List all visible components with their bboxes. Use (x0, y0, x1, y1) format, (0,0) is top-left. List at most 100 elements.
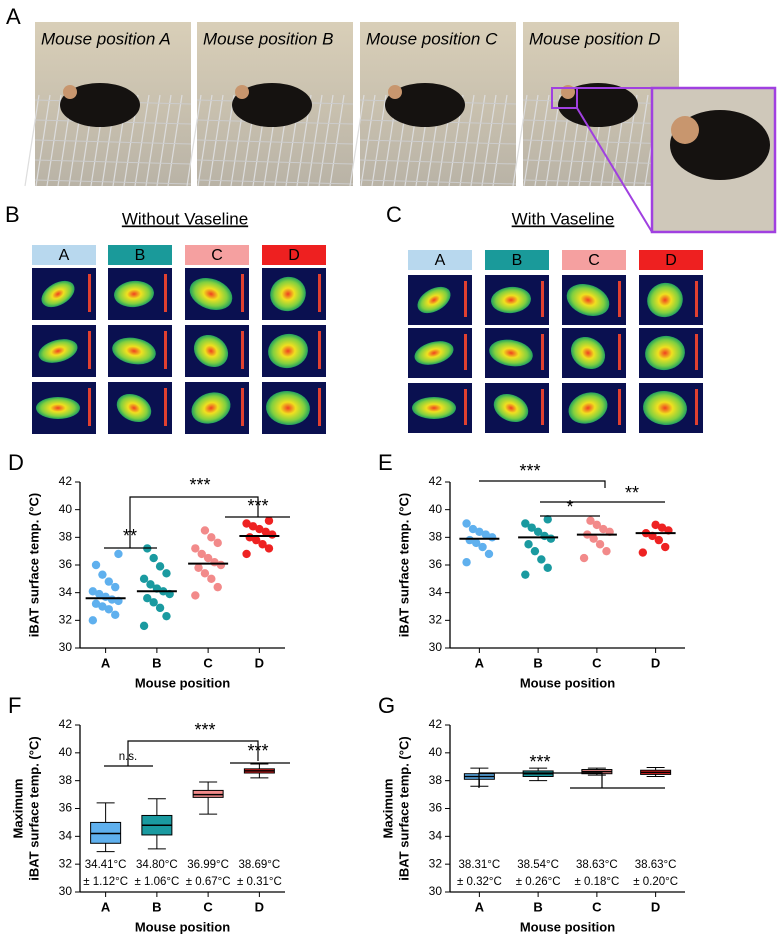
stat-label: 36.99°C (187, 859, 229, 871)
stat-label: 34.41°C (85, 859, 127, 871)
data-point (478, 542, 487, 552)
cage-bar (156, 94, 172, 187)
panel-label: G (378, 693, 395, 718)
data-point (242, 519, 251, 528)
cage-bar (459, 94, 475, 187)
data-point (143, 594, 152, 603)
thermal-header-label: B (135, 247, 146, 264)
stat-label: ± 0.26°C (516, 876, 561, 888)
stat-label: 38.63°C (635, 859, 677, 871)
thermal-header (185, 245, 249, 265)
stat-label: ± 0.67°C (186, 876, 231, 888)
data-point (602, 546, 611, 556)
panel-label: E (378, 450, 393, 475)
y-tick-label: 34 (429, 585, 443, 599)
data-point (162, 611, 171, 621)
y-axis-label: iBAT surface temp. (°C) (396, 736, 411, 880)
data-point (104, 577, 114, 586)
thermal-mouse (491, 286, 531, 314)
significance-label: ** (625, 483, 639, 503)
data-point (524, 540, 533, 549)
data-point (530, 546, 540, 556)
photo-label: Mouse position B (203, 29, 333, 48)
data-point (484, 549, 494, 559)
thermal-mouse (645, 335, 685, 371)
thermal-header-label: C (588, 252, 600, 269)
y-axis-label: iBAT surface temp. (°C) (396, 493, 411, 637)
y-tick-label: 32 (59, 613, 73, 627)
data-point (213, 538, 222, 548)
thermal-mouse (189, 278, 233, 310)
data-point (155, 603, 165, 613)
cage-bar (359, 179, 517, 185)
x-tick-label: C (203, 899, 213, 914)
cage-bar (145, 94, 161, 187)
cage-bar (196, 179, 354, 185)
thermal-mouse (114, 280, 154, 308)
thermal-scale (541, 281, 544, 317)
y-tick-label: 38 (429, 530, 443, 544)
y-tick-label: 40 (429, 502, 443, 516)
significance-label: *** (247, 741, 268, 761)
data-point (527, 523, 536, 532)
data-point (98, 602, 107, 611)
thermal-header-label: D (665, 252, 677, 269)
cage-bar (24, 94, 40, 187)
data-point (91, 560, 101, 570)
data-point (149, 598, 158, 607)
x-axis-label: Mouse position (135, 675, 230, 690)
cage-bar (470, 94, 486, 187)
thermal-header (562, 250, 626, 270)
data-point (258, 540, 267, 549)
zoom-line (576, 107, 653, 233)
data-point (661, 542, 670, 552)
thermal-mouse (566, 284, 610, 316)
thermal-scale (164, 274, 167, 312)
x-tick-label: C (203, 655, 213, 670)
thermal-mouse (41, 280, 75, 308)
thermal-mouse (647, 282, 683, 318)
data-point (264, 516, 274, 525)
data-point (537, 555, 546, 564)
thermal-mouse (116, 393, 152, 423)
x-tick-label: B (152, 655, 161, 670)
x-tick-label: A (475, 655, 485, 670)
x-tick-label: D (255, 899, 264, 914)
data-point (586, 516, 595, 525)
thermal-scale (88, 388, 91, 426)
thermal-scale (241, 388, 244, 426)
x-axis-label: Mouse position (520, 919, 615, 934)
stat-label: ± 0.20°C (633, 876, 678, 888)
y-tick-label: 34 (59, 829, 73, 843)
x-axis-label: Mouse position (135, 919, 230, 934)
y-tick-label: 30 (59, 640, 73, 654)
significance-label: *** (189, 475, 210, 495)
data-point (471, 538, 481, 548)
x-tick-label: D (651, 655, 660, 670)
thermal-scale (464, 334, 467, 370)
data-point (638, 548, 648, 557)
y-tick-label: 36 (429, 557, 443, 571)
thermal-header-label: A (435, 252, 446, 269)
thermal-mouse (191, 392, 231, 424)
thermal-scale (618, 334, 621, 370)
y-tick-label: 42 (429, 474, 443, 488)
data-point (521, 519, 530, 528)
thermal-mouse (414, 341, 454, 365)
thermal-scale (88, 331, 91, 369)
cage-bar (167, 94, 183, 187)
data-point (88, 616, 98, 625)
data-point (462, 519, 471, 528)
cage-bar (307, 94, 323, 187)
thermal-mouse (489, 339, 533, 367)
data-point (191, 591, 200, 600)
y-tick-label: 36 (59, 801, 73, 815)
data-point (468, 524, 478, 534)
thermal-mouse (568, 392, 608, 424)
cage-bar (196, 159, 354, 165)
thermal-header-label: B (512, 252, 523, 269)
data-point (139, 621, 149, 631)
data-point (543, 515, 552, 524)
stat-label: 38.69°C (239, 859, 281, 871)
data-point (207, 574, 216, 584)
